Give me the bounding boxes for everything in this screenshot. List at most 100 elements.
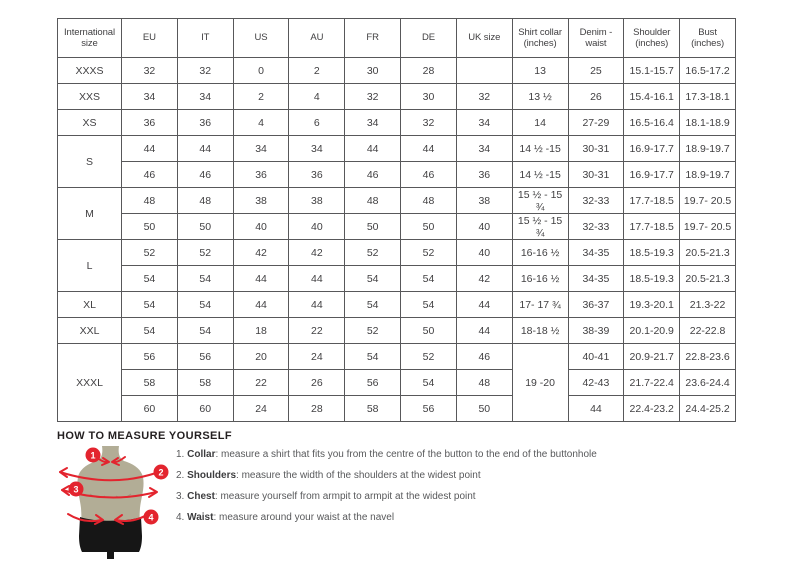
table-cell: 52 — [400, 343, 457, 370]
shorts-shape — [79, 517, 142, 559]
table-cell: 34 — [121, 83, 178, 110]
table-cell: 28 — [288, 395, 346, 422]
column-header: US — [232, 18, 290, 58]
table-cell: 20.5-21.3 — [679, 239, 736, 266]
column-header: AU — [288, 18, 346, 58]
table-cell: 58 — [176, 369, 234, 396]
table-cell: 14 ½ -15 — [511, 135, 569, 162]
table-cell: 44 — [344, 135, 402, 162]
table-cell: 56 — [121, 343, 178, 370]
table-cell: 14 ½ -15 — [511, 161, 569, 188]
table-cell: 18.9-19.7 — [679, 135, 736, 162]
column-header: UK size — [455, 18, 513, 58]
size-label-cell: XXXS — [57, 57, 122, 84]
table-cell: 21.7-22.4 — [623, 369, 681, 396]
table-cell: 15 ½ - 15 ¾ — [511, 187, 569, 214]
table-cell: 48 — [344, 187, 402, 214]
measure-instruction: 3. Chest: measure yourself from armpit t… — [176, 486, 597, 507]
table-cell: 20.9-21.7 — [623, 343, 681, 370]
collar-merged-cell: 19 -20 — [511, 343, 569, 422]
table-cell: 50 — [176, 213, 234, 240]
table-cell: 56 — [176, 343, 234, 370]
table-cell: 54 — [121, 265, 178, 292]
table-cell: 40 — [232, 213, 290, 240]
table-cell: 34-35 — [567, 265, 625, 292]
instruction-text: : measure around your waist at the navel — [213, 512, 395, 523]
table-cell: 28 — [400, 57, 457, 84]
header-row: International size EU IT US AU FR DE UK size Shi… — [57, 18, 736, 58]
table-cell: 19.3-20.1 — [623, 291, 681, 318]
table-cell: 38-39 — [567, 317, 625, 344]
size-label-cell: S — [57, 135, 122, 188]
table-cell: 54 — [400, 291, 457, 318]
table-cell: 32 — [344, 83, 402, 110]
table-cell: 42 — [288, 239, 346, 266]
table-cell: 44 — [400, 135, 457, 162]
table-cell: 18.5-19.3 — [623, 239, 681, 266]
measure-instruction: 2. Shoulders: measure the width of the s… — [176, 465, 597, 486]
size-label-cell: XXL — [57, 317, 122, 344]
size-chart-header: International size EU IT US AU FR DE UK size Shi… — [57, 18, 736, 58]
table-cell: 15 ½ - 15 ¾ — [511, 213, 569, 240]
badge-1: 1 — [85, 447, 101, 463]
table-cell: 16.5-17.2 — [679, 57, 736, 84]
table-cell: 36 — [455, 161, 513, 188]
table-cell: 50 — [455, 395, 513, 422]
table-cell: 50 — [400, 213, 457, 240]
table-cell: 42 — [455, 265, 513, 292]
table-cell: 24 — [288, 343, 346, 370]
table-cell: 46 — [455, 343, 513, 370]
table-cell: 17.7-18.5 — [623, 213, 681, 240]
table-cell: 13 — [511, 57, 569, 84]
table-cell: 44 — [567, 395, 625, 422]
table-cell: 16.9-17.7 — [623, 161, 681, 188]
size-label-cell: XL — [57, 291, 122, 318]
table-cell: 54 — [176, 291, 234, 318]
measure-heading: HOW TO MEASURE YOURSELF — [57, 430, 233, 442]
table-cell: 22 — [232, 369, 290, 396]
table-cell: 14 — [511, 109, 569, 136]
table-cell: 50 — [121, 213, 178, 240]
table-cell: 15.1-15.7 — [623, 57, 681, 84]
table-cell: 44 — [455, 317, 513, 344]
table-cell: 40-41 — [567, 343, 625, 370]
table-cell: 34 — [344, 109, 402, 136]
table-row: XS 36 36 4 6 34 32 34 14 27-29 16.5-16.4 18.1-18.9 — [57, 109, 736, 136]
table-cell: 22-22.8 — [679, 317, 736, 344]
table-cell: 40 — [455, 213, 513, 240]
table-cell: 2 — [232, 83, 290, 110]
table-cell: 17.3-18.1 — [679, 83, 736, 110]
column-header: Shirt collar (inches) — [511, 18, 569, 58]
table-cell: 34-35 — [567, 239, 625, 266]
svg-text:3: 3 — [73, 485, 78, 495]
table-cell: 4 — [232, 109, 290, 136]
table-cell: 60 — [176, 395, 234, 422]
table-cell: 46 — [121, 161, 178, 188]
table-cell: 48 — [176, 187, 234, 214]
table-cell: 54 — [121, 317, 178, 344]
shoulders-measure-arrow — [59, 467, 157, 482]
table-cell: 24.4-25.2 — [679, 395, 736, 422]
table-cell: 46 — [176, 161, 234, 188]
table-row: XXXL 56 56 20 24 54 52 46 19 -20 40-41 20.9-21.7 22… — [57, 343, 736, 422]
size-chart-body: XXXS 32 32 0 2 30 28 13 25 15.1-15.7 16.5-17.2 XXS 3… — [57, 57, 736, 422]
table-row: 54 54 44 44 54 54 42 16-16 ½ 34-35 18.5-19.3 20.5-… — [58, 265, 736, 292]
table-cell: 36 — [288, 161, 346, 188]
table-row: S 44 44 34 34 44 44 34 14 ½ -15 30-31 16.9-17.7 18.… — [57, 135, 736, 188]
table-cell: 17.7-18.5 — [623, 187, 681, 214]
table-cell: 22.4-23.2 — [623, 395, 681, 422]
column-header: International size — [57, 18, 122, 58]
measure-instruction: 1. Collar: measure a shirt that fits you… — [176, 444, 597, 465]
instruction-number: 4. — [176, 512, 188, 523]
size-label-cell: XXXL — [57, 343, 122, 422]
instruction-text: : measure yourself from armpit to armpit… — [214, 491, 476, 502]
table-cell: 4 — [288, 83, 346, 110]
table-cell: 22.8-23.6 — [679, 343, 736, 370]
table-row: L 52 52 42 42 52 52 40 16-16 ½ 34-35 18.5-19.3 20.5… — [57, 239, 736, 292]
table-row: 46 46 36 36 46 46 36 14 ½ -15 30-31 16.9-17.7 18.9… — [58, 161, 736, 188]
table-cell: 18.9-19.7 — [679, 161, 736, 188]
table-row: XL 54 54 44 44 54 54 44 17- 17 ¾ 36-37 19.3-20.1 21… — [57, 291, 736, 318]
table-cell: 2 — [288, 57, 346, 84]
table-cell: 36-37 — [567, 291, 625, 318]
instruction-label: Chest — [187, 491, 215, 502]
